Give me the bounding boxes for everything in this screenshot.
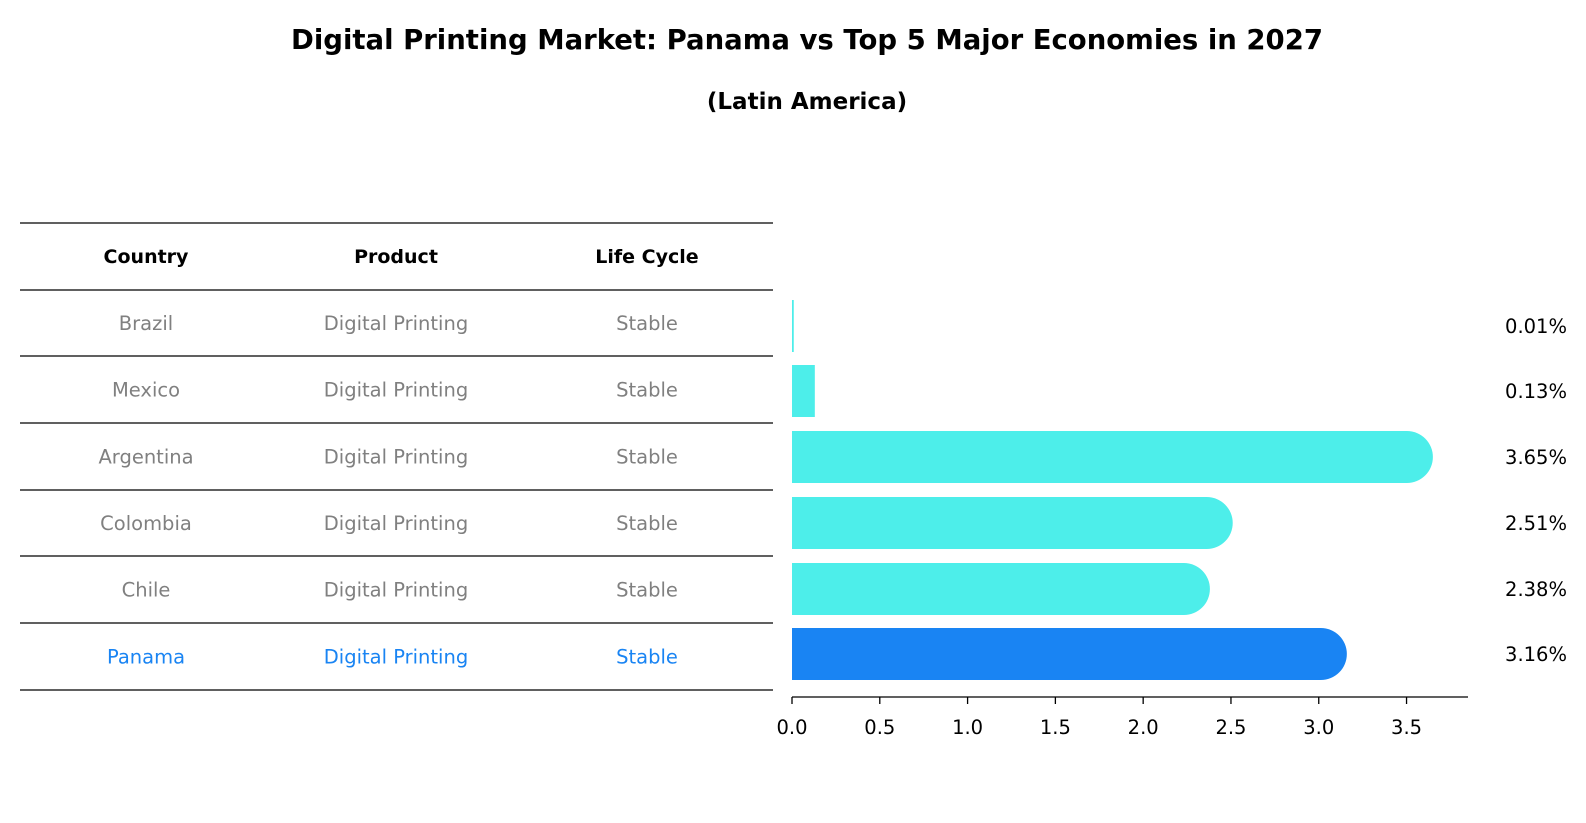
table-cell-life-cycle: Stable [616,446,678,469]
table-cell-life-cycle: Stable [616,646,678,669]
bar-value-label: 0.13% [1505,380,1567,403]
table-cell-product: Digital Printing [324,512,468,535]
table-cell-country: Mexico [112,379,180,402]
table-cell-country: Chile [122,579,171,602]
bar-value-label: 3.16% [1505,643,1567,666]
bar-panama [792,628,1347,680]
bar-chile [792,563,1210,615]
bar-chart: 0.01% 0.13% 3.65% 2.51% 2.38% 3.16% 0.0 0.5 1.0 1… [776,300,1567,739]
chart-subtitle: (Latin America) [707,89,907,115]
bar-value-label: 3.65% [1505,446,1567,469]
x-tick-label: 2.0 [1128,716,1159,739]
table-header: Life Cycle [595,246,698,268]
data-table: Country Product Life Cycle Brazil Digital Pr… [20,222,773,691]
table-cell-product: Digital Printing [324,312,468,335]
table-cell-product: Digital Printing [324,579,468,602]
x-tick-label: 3.0 [1303,716,1334,739]
bar-argentina [792,431,1433,483]
bar-value-label: 2.51% [1505,512,1567,535]
table-header: Product [354,246,438,268]
table-header: Country [104,246,190,268]
table-cell-life-cycle: Stable [616,379,678,402]
x-tick-label: 1.0 [952,716,983,739]
x-tick-label: 2.5 [1215,716,1246,739]
table-cell-product: Digital Printing [324,646,468,669]
bar-value-label: 0.01% [1505,315,1567,338]
table-cell-life-cycle: Stable [616,312,678,335]
chart-title: Digital Printing Market: Panama vs Top 5… [291,24,1323,56]
table-cell-life-cycle: Stable [616,579,678,602]
table-cell-country: Argentina [98,446,193,469]
x-tick-label: 0.5 [864,716,895,739]
table-cell-product: Digital Printing [324,379,468,402]
table-cell-country: Brazil [119,312,173,335]
table-cell-life-cycle: Stable [616,512,678,535]
x-tick-label: 0.0 [776,716,807,739]
table-cell-product: Digital Printing [324,446,468,469]
table-cell-country: Colombia [100,512,192,535]
bar-brazil [792,300,794,352]
x-tick-label: 1.5 [1040,716,1071,739]
table-cell-country: Panama [107,646,185,669]
x-tick-label: 3.5 [1391,716,1422,739]
bar-value-label: 2.38% [1505,578,1567,601]
bar-colombia [792,497,1233,549]
bar-mexico [792,365,815,417]
